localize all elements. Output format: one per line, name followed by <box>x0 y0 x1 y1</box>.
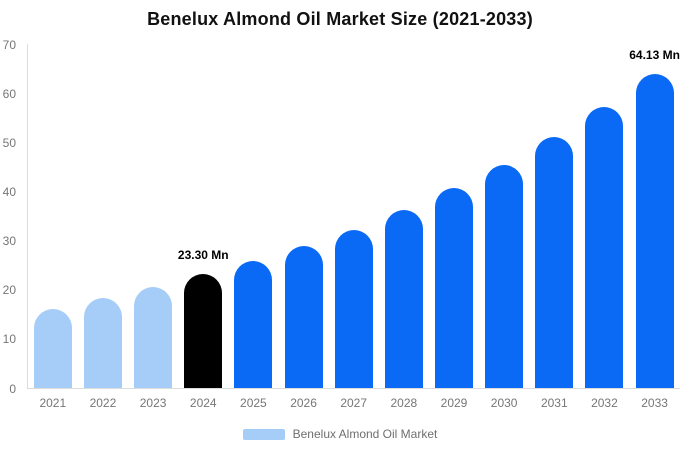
x-tick-label-2030: 2030 <box>490 396 518 410</box>
legend-swatch <box>242 428 285 440</box>
value-label-2024: 23.30 Mn <box>177 248 229 263</box>
bar-2021[interactable] <box>33 308 72 389</box>
bar-2025[interactable] <box>234 261 273 389</box>
bar-2029[interactable] <box>435 187 473 389</box>
x-tick-label-2033: 2033 <box>641 396 668 410</box>
y-tick-label-40: 40 <box>2 185 16 200</box>
x-axis-line <box>27 388 680 389</box>
bar-2033[interactable] <box>635 73 674 389</box>
y-tick-label-20: 20 <box>2 283 16 298</box>
bar-2024[interactable] <box>184 274 223 389</box>
legend-item-benelux-almond-oil-market[interactable]: Benelux Almond Oil Market <box>0 426 680 442</box>
y-tick-label-0: 0 <box>9 381 16 396</box>
legend-label: Benelux Almond Oil Market <box>292 427 438 441</box>
x-tick-label-2028: 2028 <box>390 396 418 410</box>
x-tick-label-2031: 2031 <box>540 396 568 410</box>
value-label-2033: 64.13 Mn <box>629 47 680 62</box>
bar-2032[interactable] <box>585 107 624 389</box>
x-tick-label-2021: 2021 <box>39 396 67 410</box>
bar-2030[interactable] <box>485 165 524 389</box>
y-tick-label-10: 10 <box>2 332 16 347</box>
y-axis-line <box>27 44 28 389</box>
x-tick-label-2026: 2026 <box>290 396 317 410</box>
x-tick-label-2023: 2023 <box>139 396 167 410</box>
x-tick-label-2027: 2027 <box>340 396 368 410</box>
y-tick-label-70: 70 <box>2 38 16 52</box>
y-tick-label-30: 30 <box>2 234 16 249</box>
x-tick-label-2024: 2024 <box>189 396 217 410</box>
chart-title: Benelux Almond Oil Market Size (2021-203… <box>147 9 533 29</box>
x-tick-label-2032: 2032 <box>591 396 618 410</box>
bar-2026[interactable] <box>284 245 323 389</box>
bar-2028[interactable] <box>384 209 423 389</box>
bar-2031[interactable] <box>535 137 574 389</box>
x-tick-label-2029: 2029 <box>440 396 468 410</box>
x-tick-label-2022: 2022 <box>89 396 117 410</box>
x-tick-label-2025: 2025 <box>240 396 267 410</box>
bar-2022[interactable] <box>83 298 122 389</box>
y-tick-label-50: 50 <box>2 136 16 151</box>
y-tick-label-60: 60 <box>2 87 16 102</box>
bar-2027[interactable] <box>334 230 373 389</box>
bar-2023[interactable] <box>134 286 173 389</box>
